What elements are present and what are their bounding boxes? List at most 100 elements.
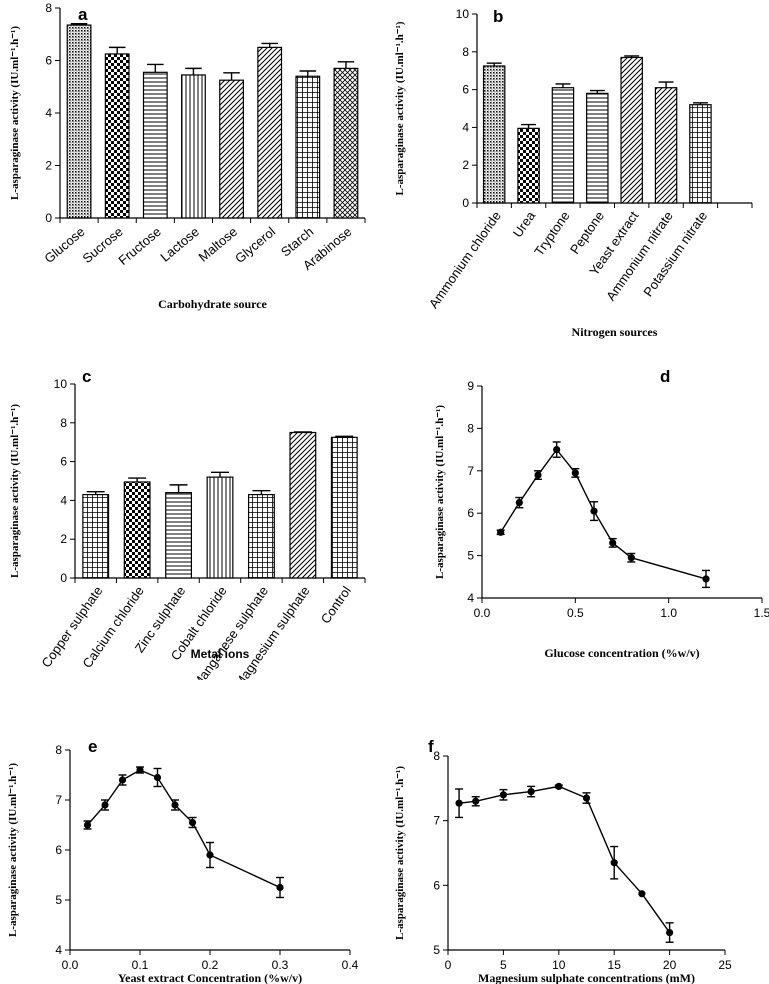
data-point <box>702 575 710 583</box>
category-label: Lactose <box>157 224 202 265</box>
y-tick-label: 0 <box>462 196 469 210</box>
x-axis-title: Glucose concentration (%w/v) <box>544 646 699 660</box>
x-tick-label: 0.2 <box>202 958 219 972</box>
y-tick-label: 8 <box>433 749 440 763</box>
bar <box>219 79 244 219</box>
bar <box>104 53 130 219</box>
data-point <box>206 851 214 859</box>
y-tick-label: 7 <box>467 464 474 478</box>
category-label: Control <box>318 583 354 626</box>
y-tick-label: 8 <box>462 45 469 59</box>
bar <box>289 431 317 579</box>
x-tick-label: 0.0 <box>62 958 79 972</box>
data-point <box>499 791 507 799</box>
data-point <box>276 883 284 892</box>
data-point <box>610 859 618 867</box>
data-point <box>136 766 144 774</box>
x-tick-label: 0.0 <box>474 606 491 620</box>
y-axis-title: L-asparaginase activity (IU.ml⁻¹.h⁻¹) <box>394 21 406 195</box>
series-line <box>86 769 281 889</box>
data-point <box>118 776 127 784</box>
category-label: Urea <box>510 208 539 240</box>
data-point <box>609 539 617 547</box>
bar <box>551 87 575 204</box>
y-axis-title: L-asparaginase activity (IU.ml⁻¹.h⁻¹) <box>9 404 21 578</box>
category-label: Potassium nitrate <box>640 208 710 299</box>
y-tick-label: 5 <box>467 549 474 563</box>
bar <box>482 65 506 204</box>
category-label: Maltose <box>196 224 241 265</box>
x-tick-label: 15 <box>608 958 622 972</box>
data-point <box>553 446 561 454</box>
y-tick-label: 8 <box>45 1 52 15</box>
y-tick-label: 4 <box>462 120 469 134</box>
y-tick-label: 8 <box>55 743 62 757</box>
panel-label: c <box>82 367 91 386</box>
panel-label: a <box>78 5 88 24</box>
chart-panel-e: 4 5 6 7 8 0.0 0.1 0.2 0.3 0.4 Yeast extract Concen… <box>7 737 359 984</box>
x-tick-label: 10 <box>552 958 566 972</box>
panel-label: b <box>493 7 503 26</box>
x-tick-label: 0 <box>445 958 452 972</box>
series-line <box>500 448 707 580</box>
data-point <box>582 794 591 802</box>
x-tick-label: 20 <box>663 958 677 972</box>
y-axis-title: L-asparaginase activity (IU.ml⁻¹.h⁻¹) <box>434 405 446 579</box>
series-line <box>458 785 671 933</box>
x-axis-title: Nitrogen sources <box>572 325 658 339</box>
y-tick-label: 8 <box>60 416 67 430</box>
data-point <box>83 821 92 829</box>
y-tick-label: 6 <box>55 843 62 857</box>
bar <box>181 74 206 219</box>
bar <box>82 493 110 579</box>
x-tick-label: 25 <box>718 958 732 972</box>
x-tick-label: 0.4 <box>342 958 359 972</box>
bar <box>257 46 283 219</box>
bar <box>654 87 678 204</box>
panel-label: d <box>660 367 670 386</box>
y-tick-label: 2 <box>60 532 67 546</box>
y-tick-label: 10 <box>456 7 470 21</box>
y-axis-title: L-asparaginase activity (IU.ml⁻¹.h⁻¹) <box>394 766 406 940</box>
bar <box>123 481 151 579</box>
data-point <box>153 773 162 782</box>
bar <box>142 71 168 219</box>
category-label: Glucose <box>41 224 87 266</box>
y-tick-label: 10 <box>54 377 68 391</box>
data-point <box>555 782 563 790</box>
x-tick-label: 1.0 <box>660 606 677 620</box>
data-point <box>666 928 674 937</box>
panel-label: f <box>428 737 434 756</box>
data-point <box>101 801 109 809</box>
data-point <box>534 471 542 479</box>
x-axis-title: Metal ions <box>191 647 250 661</box>
data-point <box>497 528 505 536</box>
y-tick-label: 6 <box>45 54 52 68</box>
bar <box>586 92 609 204</box>
y-tick-label: 4 <box>60 493 67 507</box>
bar <box>165 492 193 579</box>
y-tick-label: 6 <box>433 878 440 892</box>
bar <box>206 476 234 579</box>
y-tick-label: 4 <box>55 943 62 957</box>
x-tick-label: 5 <box>500 958 507 972</box>
y-tick-label: 0 <box>60 571 67 585</box>
x-tick-label: 1.5 <box>754 606 769 620</box>
bar <box>620 56 643 204</box>
y-tick-label: 4 <box>45 106 52 120</box>
y-tick-label: 6 <box>60 455 67 469</box>
data-point <box>472 797 480 805</box>
bar <box>295 75 321 219</box>
x-axis-title: Magnesium sulphate concentrations (mM) <box>478 971 695 984</box>
data-point <box>188 818 197 827</box>
y-axis-title: L-asparaginase activity (IU.ml⁻¹.h⁻¹) <box>9 26 21 200</box>
x-tick-label: 0.3 <box>272 958 289 972</box>
bar <box>330 436 358 579</box>
data-point <box>571 469 579 477</box>
category-label: Fructose <box>115 224 163 268</box>
bar <box>689 104 712 204</box>
data-point <box>527 787 535 796</box>
data-point <box>515 499 523 507</box>
